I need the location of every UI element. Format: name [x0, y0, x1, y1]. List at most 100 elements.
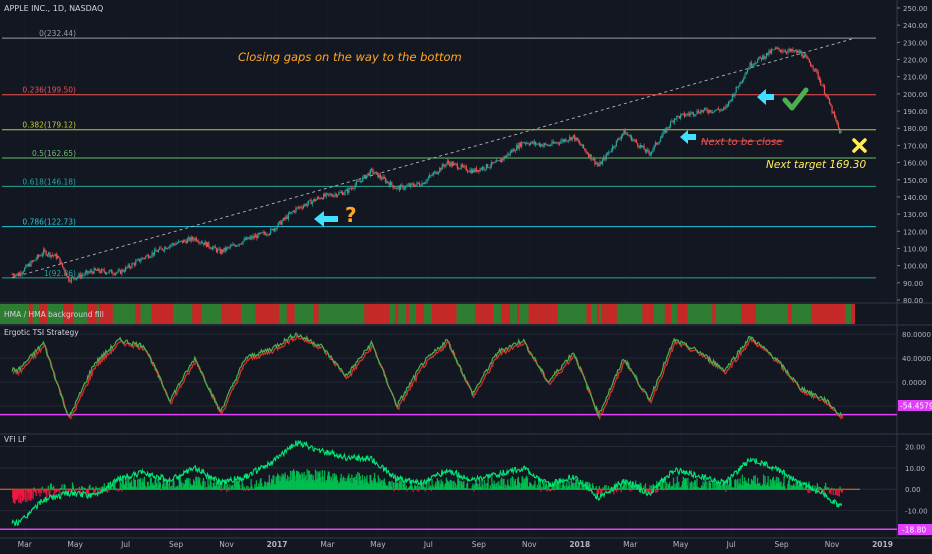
- vfi-histogram-bar: [273, 484, 276, 490]
- trendline[interactable]: [11, 38, 853, 279]
- vfi-histogram-bar: [333, 478, 335, 490]
- annotation-closing-gaps[interactable]: Closing gaps on the way to the bottom: [238, 50, 462, 64]
- vfi-histogram-bar: [414, 484, 416, 490]
- hma-segment: [337, 304, 342, 324]
- vfi-histogram-bar: [744, 477, 746, 490]
- hma-segment: [657, 304, 665, 324]
- vfi-histogram-bar: [423, 487, 426, 490]
- vfi-histogram-bar: [127, 478, 130, 490]
- vfi-histogram-bar: [712, 489, 715, 490]
- vfi-histogram-bar: [129, 483, 131, 490]
- vfi-histogram-bar: [376, 483, 378, 490]
- vfi-histogram-bar: [659, 480, 662, 490]
- vfi-histogram-bar: [344, 477, 346, 490]
- candle-body: [278, 221, 281, 223]
- candle-body: [731, 94, 734, 101]
- vfi-histogram-bar: [579, 489, 582, 490]
- candle-body: [589, 154, 591, 157]
- vfi-histogram-bar: [801, 485, 803, 490]
- vfi-histogram-bar: [472, 483, 474, 490]
- fibonacci-retracement[interactable]: 0(232.44)0.236(199.50)0.382(179.12)0.5(1…: [2, 29, 876, 279]
- candle-body: [418, 183, 421, 186]
- vfi-histogram-bar: [74, 488, 77, 490]
- candle-body: [485, 164, 488, 170]
- candle-body: [243, 238, 245, 242]
- vfi-histogram-bar: [525, 476, 527, 490]
- vfi-histogram-bar: [367, 481, 369, 490]
- vfi-histogram-bar: [627, 488, 629, 490]
- hma-segment: [38, 304, 43, 324]
- arrow-left-icon[interactable]: [680, 130, 696, 144]
- candle-body: [271, 228, 273, 230]
- vfi-histogram-bar: [768, 485, 770, 490]
- vfi-histogram-bar: [537, 488, 539, 490]
- candle-body: [36, 255, 38, 260]
- candle-body: [658, 141, 660, 144]
- vfi-histogram-bar: [86, 489, 88, 494]
- arrow-left-icon[interactable]: [314, 211, 338, 227]
- candle-body: [400, 185, 402, 190]
- vfi-histogram-bar: [680, 487, 682, 490]
- vfi-histogram-bar: [404, 481, 406, 490]
- candle-body: [254, 235, 257, 238]
- vfi-histogram-bar: [304, 477, 306, 490]
- vfi-histogram-bar: [493, 480, 495, 490]
- candle-body: [132, 263, 134, 265]
- vfi-histogram-bar: [831, 487, 833, 490]
- candle-body: [651, 151, 653, 155]
- candle-body: [706, 109, 708, 112]
- vfi-histogram-bar: [446, 479, 448, 490]
- candle-body: [505, 155, 508, 158]
- vfi-histogram-bar: [640, 483, 642, 490]
- vfi-tick-label: 10.00: [905, 465, 925, 473]
- vfi-histogram-bar: [406, 489, 408, 492]
- arrow-left-icon[interactable]: [757, 89, 774, 105]
- hma-segment: [546, 304, 558, 324]
- vfi-histogram-bar: [216, 482, 218, 490]
- vfi-histogram-bar: [199, 477, 201, 490]
- vfi-histogram-bar: [112, 483, 115, 490]
- candle-body: [445, 163, 447, 167]
- vfi-histogram-bar: [47, 485, 49, 490]
- vfi-histogram-bar: [580, 489, 582, 490]
- vfi-histogram-bar: [136, 479, 139, 490]
- vfi-histogram-bar: [435, 481, 437, 490]
- candle-body: [244, 238, 247, 240]
- vfi-histogram-bar: [836, 488, 838, 490]
- time-axis[interactable]: Mar May Jul Sep Nov 2017 Mar May Jul Sep Nov 2018 Ma…: [0, 537, 932, 549]
- vfi-histogram-bar: [158, 481, 161, 490]
- vfi-histogram-bar: [371, 480, 373, 490]
- vfi-histogram-bar: [504, 484, 507, 490]
- vfi-histogram-bar: [506, 485, 508, 490]
- vfi-histogram-bar: [189, 483, 192, 490]
- candle-body: [349, 188, 351, 189]
- candle-body: [629, 135, 631, 137]
- vfi-histogram-bar: [95, 486, 97, 490]
- vfi-histogram-bar: [700, 485, 703, 490]
- annotation-next-target[interactable]: Next target 169.30: [766, 159, 866, 171]
- candle-body: [150, 256, 152, 258]
- vfi-histogram-bar: [252, 489, 255, 490]
- hma-segment: [416, 304, 425, 324]
- vfi-histogram-bar: [516, 478, 519, 490]
- annotation-next-to-close[interactable]: Next to be close: [701, 137, 782, 148]
- vfi-histogram-bar: [448, 484, 451, 490]
- checkmark-icon[interactable]: [782, 87, 809, 111]
- candle-body: [411, 183, 413, 185]
- candle-body: [638, 146, 640, 148]
- vfi-histogram-bar: [803, 489, 806, 490]
- candle-body: [347, 189, 349, 193]
- vfi-histogram-bar: [452, 481, 454, 490]
- vfi-histogram-bar: [232, 485, 234, 490]
- vfi-histogram-bar: [830, 489, 832, 495]
- vfi-histogram-bar: [529, 482, 532, 490]
- question-mark-icon[interactable]: ?: [345, 203, 357, 227]
- vfi-histogram-bar: [582, 487, 585, 490]
- candle-body: [402, 185, 404, 189]
- candle-body: [126, 267, 128, 268]
- price-axis[interactable]: 80.0090.00100.00110.00120.00130.00140.00…: [897, 5, 928, 305]
- close-icon[interactable]: [852, 138, 867, 153]
- vfi-histogram-bar: [269, 482, 271, 490]
